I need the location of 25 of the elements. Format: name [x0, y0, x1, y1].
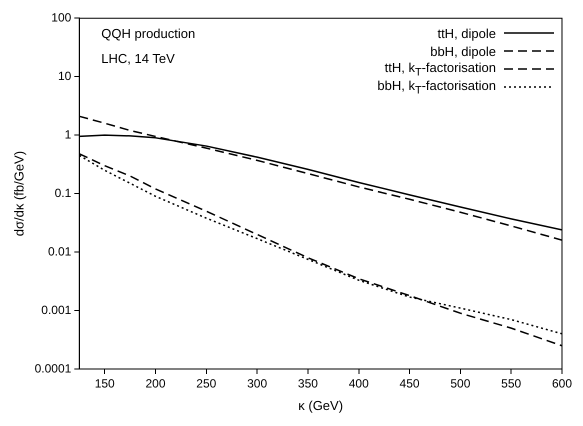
y-tick-label: 10 — [58, 68, 72, 83]
y-tick-label: 0.001 — [41, 302, 72, 317]
x-tick-label: 400 — [348, 376, 370, 391]
y-tick-label: 1 — [64, 127, 72, 142]
x-tick-label: 300 — [247, 376, 268, 391]
x-tick-label: 350 — [298, 376, 318, 391]
legend-label: bbH, dipole — [430, 44, 496, 59]
annotation: LHC, 14 TeV — [101, 51, 176, 66]
y-tick-label: 0.01 — [48, 244, 72, 258]
y-tick-label: 100 — [51, 10, 72, 25]
x-tick-label: 200 — [146, 376, 166, 391]
y-tick-label: 0.1 — [54, 186, 72, 200]
y-axis-title: dσ/dκ (fb/GeV) — [11, 150, 26, 236]
x-tick-label: 450 — [400, 376, 420, 391]
legend-label: ttH, dipole — [437, 26, 496, 41]
x-axis-title: κ (GeV) — [298, 398, 344, 413]
y-tick-label: 0.0001 — [34, 361, 72, 376]
annotation: QQH production — [101, 26, 196, 42]
legend-label: ttH, k$_{T}$-factorisation — [384, 60, 496, 78]
x-tick-label: 600 — [552, 376, 572, 391]
legend-label: bbH, k$_{T}$-factorisation — [377, 78, 496, 96]
x-tick-label: 250 — [196, 376, 217, 391]
x-tick-label: 500 — [450, 376, 471, 391]
x-tick-label: 550 — [501, 376, 522, 391]
x-tick-label: 150 — [94, 376, 116, 391]
